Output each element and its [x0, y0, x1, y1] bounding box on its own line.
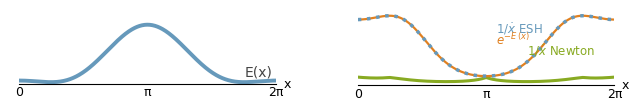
- Text: x: x: [284, 78, 291, 91]
- Text: $1/\dot{x}$ Newton: $1/\dot{x}$ Newton: [527, 43, 595, 59]
- Text: E(x): E(x): [245, 65, 273, 79]
- Text: $1/\dot{x}$ ESH: $1/\dot{x}$ ESH: [497, 21, 543, 37]
- Text: x: x: [622, 79, 630, 92]
- Text: $e^{-E\,(x)}$: $e^{-E\,(x)}$: [497, 32, 530, 48]
